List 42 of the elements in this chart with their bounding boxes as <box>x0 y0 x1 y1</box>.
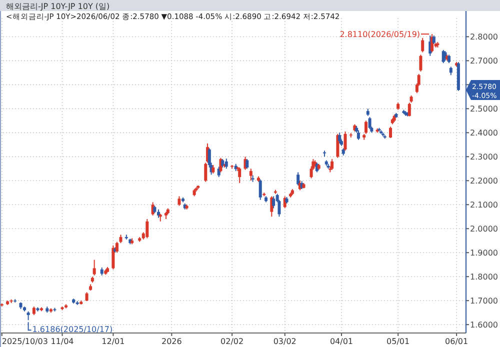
annotation: 2.8110(2026/05/19) <box>340 30 420 40</box>
y-tick-label: 1.7000 <box>470 296 498 306</box>
candlestick <box>258 178 262 200</box>
x-tick-label: 04/01 <box>330 337 354 346</box>
y-tick-label: 1.9000 <box>470 248 498 258</box>
x-tick-label: 03/02 <box>273 337 296 346</box>
y-tick-label: 1.6000 <box>470 320 498 330</box>
y-tick-label: 2.5000 <box>470 104 498 114</box>
x-tick-label: 06/01 <box>445 337 468 346</box>
annotation: 1.6186(2025/10/17) <box>32 325 113 334</box>
x-tick-label: 2026 <box>162 337 182 346</box>
y-tick-label: 2.7000 <box>470 56 498 66</box>
candlestick <box>421 37 424 53</box>
candlestick <box>272 196 276 209</box>
chart-title: 해외금리-JP 10Y-JP 10Y (일) <box>6 2 110 11</box>
y-tick-label: 2.4000 <box>470 128 498 138</box>
candlestick <box>336 133 340 158</box>
x-tick-label: 2025/10/03 <box>2 337 48 346</box>
x-tick-label: 11/04 <box>50 337 74 346</box>
candlestick <box>364 120 368 134</box>
y-tick-label: 2.3000 <box>470 152 498 162</box>
candlestick <box>338 132 342 144</box>
candlestick <box>246 158 249 170</box>
candlestick <box>204 162 208 182</box>
candlestick <box>92 259 96 276</box>
candlestick <box>389 126 392 138</box>
x-tick-label: 05/01 <box>386 337 410 346</box>
candlestick <box>419 54 422 72</box>
y-tick-label: 2.8000 <box>470 32 498 42</box>
candlestick <box>178 196 181 206</box>
candlestick <box>344 130 347 152</box>
y-tick-label: 2.0000 <box>470 224 498 234</box>
x-tick-label: 12/01 <box>102 337 125 346</box>
x-tick-label: 02/02 <box>220 337 244 346</box>
candlestick <box>368 116 372 130</box>
candlestick <box>356 130 360 140</box>
y-tick-label: 2.1000 <box>470 200 498 210</box>
y-tick-label: 1.8000 <box>470 272 498 282</box>
candlestick <box>146 218 149 239</box>
candlestick <box>296 172 300 186</box>
candlestick <box>330 158 334 170</box>
y-tick-label: 2.2000 <box>470 176 498 186</box>
